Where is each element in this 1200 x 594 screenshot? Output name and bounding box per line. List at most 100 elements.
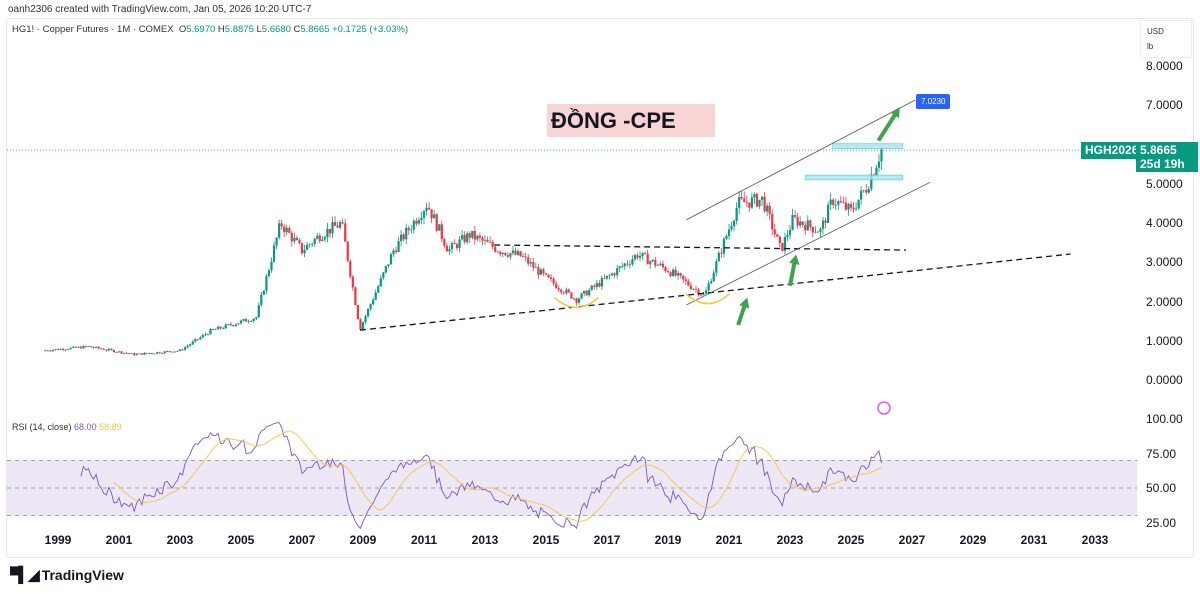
green-arrow-head xyxy=(890,107,900,119)
time-tick: 2023 xyxy=(776,533,804,547)
candle-body xyxy=(738,197,741,208)
candle-body xyxy=(232,325,235,326)
symbol-price-tag: HGH2026 xyxy=(1081,142,1143,159)
candle-body xyxy=(227,324,230,325)
candle-body xyxy=(384,266,387,273)
candle-body xyxy=(92,347,95,349)
resistance-zone xyxy=(804,174,904,181)
candle-body xyxy=(743,198,746,203)
candle-body xyxy=(776,234,779,237)
candle-body xyxy=(649,261,652,265)
time-tick: 2009 xyxy=(349,533,377,547)
candle-body xyxy=(405,227,408,240)
candle-body xyxy=(402,234,405,240)
candle-body xyxy=(801,221,804,225)
candle-body xyxy=(712,272,715,282)
candle-body xyxy=(300,243,304,254)
candle-body xyxy=(435,214,438,231)
candle-body xyxy=(555,283,558,289)
candle-body xyxy=(89,346,93,348)
event-icon xyxy=(877,401,891,415)
candle-body xyxy=(880,149,883,162)
candle-body xyxy=(567,289,570,293)
candle-body xyxy=(382,272,385,278)
candle-body xyxy=(54,349,57,350)
candle-body xyxy=(585,290,588,296)
green-arrow-head xyxy=(789,254,800,265)
candle-body xyxy=(600,278,604,287)
candle-body xyxy=(321,239,324,242)
candle-body xyxy=(766,205,769,212)
candle-body xyxy=(443,239,446,246)
candle-body xyxy=(674,269,677,276)
candle-body xyxy=(593,285,596,287)
candle-body xyxy=(656,264,659,266)
candle-body xyxy=(412,220,415,230)
candle-body xyxy=(100,348,103,350)
candle-body xyxy=(359,318,362,330)
candle-body xyxy=(837,201,840,205)
tradingview-logo[interactable]: ▀▍◢ TradingView xyxy=(10,566,124,584)
candle-body xyxy=(372,299,375,305)
candle-body xyxy=(369,304,372,309)
candle-body xyxy=(745,202,748,204)
candle-body xyxy=(183,347,187,350)
candle-body xyxy=(117,351,121,353)
candle-body xyxy=(481,237,484,241)
candle-body xyxy=(773,229,776,235)
candle-body xyxy=(293,237,296,242)
price-tick: 4.0000 xyxy=(1146,216,1183,230)
current-price-label: 5.8665 25d 19h xyxy=(1136,142,1198,172)
time-tick: 2007 xyxy=(288,533,316,547)
candle-body xyxy=(516,251,520,255)
rsi-value: 68.00 xyxy=(74,422,97,432)
candle-body xyxy=(97,346,100,349)
candle-body xyxy=(130,353,133,355)
candle-body xyxy=(455,244,459,249)
candle-body xyxy=(56,349,60,350)
candle-body xyxy=(598,283,601,287)
candle-body xyxy=(323,237,326,240)
candle-body xyxy=(494,246,497,252)
candle-body xyxy=(687,281,690,286)
candle-body xyxy=(326,228,329,238)
candle-body xyxy=(420,217,423,221)
candle-body xyxy=(354,287,357,306)
candle-body xyxy=(849,204,853,208)
candle-body xyxy=(115,352,118,353)
candle-body xyxy=(224,324,227,329)
candle-body xyxy=(247,321,250,323)
candle-body xyxy=(669,272,672,276)
candle-body xyxy=(275,237,278,246)
candle-body xyxy=(222,328,225,330)
candle-body xyxy=(161,353,164,354)
candle-body xyxy=(827,204,830,223)
chart-frame[interactable] xyxy=(6,18,1194,558)
candle-body xyxy=(732,220,736,227)
candle-body xyxy=(346,241,349,261)
candle-body xyxy=(725,235,728,239)
candle-body xyxy=(608,275,611,277)
candle-body xyxy=(511,250,515,254)
candle-body xyxy=(727,229,731,236)
candle-body xyxy=(298,239,301,244)
currency-unit-selector[interactable]: USD lb xyxy=(1140,20,1192,58)
candle-body xyxy=(122,352,126,354)
candle-body xyxy=(163,351,166,354)
candle-body xyxy=(565,289,568,294)
candle-body xyxy=(824,220,827,223)
candle-body xyxy=(473,230,476,240)
candle-body xyxy=(636,255,639,258)
candle-body xyxy=(478,235,482,238)
candle-body xyxy=(491,242,494,247)
candle-body xyxy=(110,349,113,350)
candle-body xyxy=(496,251,499,253)
candle-body xyxy=(461,235,464,240)
annotation-text[interactable]: ĐỒNG -CPE xyxy=(547,104,715,137)
candle-body xyxy=(178,349,182,351)
candle-body xyxy=(438,224,441,231)
candle-body xyxy=(529,262,532,264)
candle-body xyxy=(361,322,365,330)
candle-body xyxy=(44,350,47,352)
